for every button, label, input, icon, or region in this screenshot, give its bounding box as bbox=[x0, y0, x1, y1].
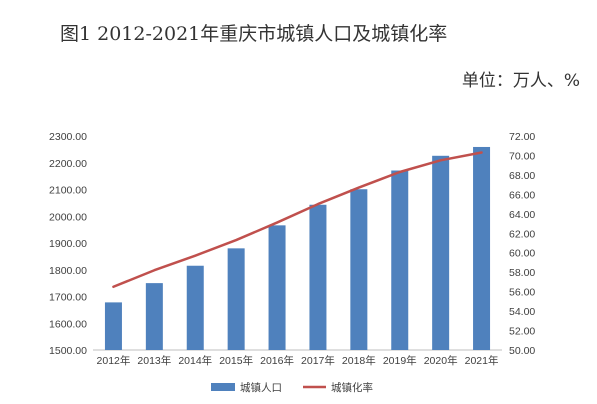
x-tick-label: 2012年 bbox=[97, 354, 131, 367]
y-left-tick-label: 1500.00 bbox=[49, 345, 87, 357]
x-tick-label: 2015年 bbox=[219, 354, 253, 367]
y-right-tick-label: 62.00 bbox=[509, 228, 535, 240]
legend: 城镇人口 城镇化率 bbox=[211, 381, 373, 394]
y-left-tick-label: 1900.00 bbox=[49, 238, 87, 250]
bar bbox=[473, 146, 491, 350]
bar bbox=[268, 225, 286, 350]
x-tick-label: 2018年 bbox=[342, 354, 376, 367]
y-left-tick-label: 1800.00 bbox=[49, 265, 87, 277]
x-axis: 2012年 2013年 2014年 2015年 2016年 2017年 2018年 2019年… bbox=[97, 354, 499, 367]
bar bbox=[227, 248, 245, 350]
y-left-tick-label: 2000.00 bbox=[49, 211, 87, 223]
x-tick-label: 2014年 bbox=[178, 354, 212, 367]
y-right-tick-label: 66.00 bbox=[509, 189, 535, 201]
x-tick-label: 2017年 bbox=[301, 354, 335, 367]
bar bbox=[309, 204, 327, 350]
bar bbox=[391, 170, 409, 350]
y-right-tick-label: 50.00 bbox=[509, 345, 535, 357]
right-axis: 50.00 52.00 54.00 56.00 58.00 60.00 62.00 64.00… bbox=[509, 131, 535, 357]
chart-title: 图1 2012-2021年重庆市城镇人口及城镇化率 bbox=[60, 23, 447, 45]
x-tick-label: 2019年 bbox=[383, 354, 417, 367]
bar bbox=[145, 283, 163, 350]
y-left-tick-label: 2100.00 bbox=[49, 185, 87, 197]
y-right-tick-label: 56.00 bbox=[509, 287, 535, 299]
y-right-tick-label: 70.00 bbox=[509, 150, 535, 162]
legend-label-urban-population: 城镇人口 bbox=[240, 381, 282, 394]
plot-area: 1500.00 1600.00 1700.00 1800.00 1900.00 2000.… bbox=[49, 131, 535, 367]
legend-swatch-urban-population bbox=[211, 383, 235, 391]
bar bbox=[186, 265, 204, 350]
x-tick-label: 2016年 bbox=[260, 354, 294, 367]
bar-series bbox=[104, 146, 491, 350]
x-tick-label: 2020年 bbox=[424, 354, 458, 367]
y-right-tick-label: 58.00 bbox=[509, 267, 535, 279]
y-right-tick-label: 64.00 bbox=[509, 209, 535, 221]
x-tick-label: 2013年 bbox=[137, 354, 171, 367]
legend-label-urbanization-rate: 城镇化率 bbox=[331, 381, 373, 394]
unit-label: 单位：万人、% bbox=[462, 71, 580, 91]
y-right-tick-label: 54.00 bbox=[509, 306, 535, 318]
urbanization-rate-line bbox=[112, 151, 483, 289]
y-left-tick-label: 1600.00 bbox=[49, 318, 87, 330]
x-tick-label: 2021年 bbox=[465, 354, 499, 367]
bar bbox=[350, 189, 368, 350]
left-axis: 1500.00 1600.00 1700.00 1800.00 1900.00 2000.… bbox=[49, 131, 87, 357]
y-right-tick-label: 68.00 bbox=[509, 170, 535, 182]
y-left-tick-label: 1700.00 bbox=[49, 292, 87, 304]
line-series bbox=[112, 151, 483, 289]
y-left-tick-label: 2300.00 bbox=[49, 131, 87, 143]
bar bbox=[104, 302, 122, 350]
y-right-tick-label: 52.00 bbox=[509, 326, 535, 338]
y-right-tick-label: 72.00 bbox=[509, 131, 535, 143]
y-right-tick-label: 60.00 bbox=[509, 248, 535, 260]
y-left-tick-label: 2200.00 bbox=[49, 158, 87, 170]
bar bbox=[432, 155, 450, 350]
